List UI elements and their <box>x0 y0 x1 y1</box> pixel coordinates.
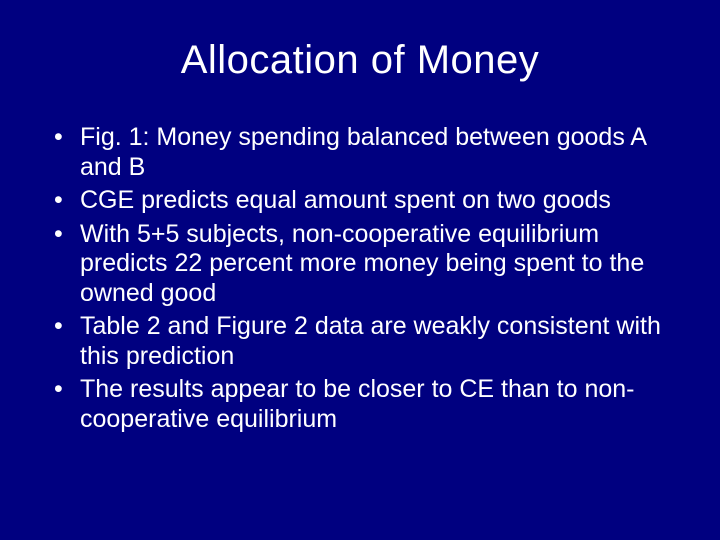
bullet-item: Table 2 and Figure 2 data are weakly con… <box>50 312 670 371</box>
slide-title: Allocation of Money <box>40 38 680 83</box>
bullet-item: With 5+5 subjects, non-cooperative equil… <box>50 220 670 309</box>
bullet-item: CGE predicts equal amount spent on two g… <box>50 186 670 216</box>
bullet-list: Fig. 1: Money spending balanced between … <box>50 123 670 434</box>
slide: Allocation of Money Fig. 1: Money spendi… <box>0 0 720 540</box>
bullet-item: The results appear to be closer to CE th… <box>50 375 670 434</box>
bullet-item: Fig. 1: Money spending balanced between … <box>50 123 670 182</box>
